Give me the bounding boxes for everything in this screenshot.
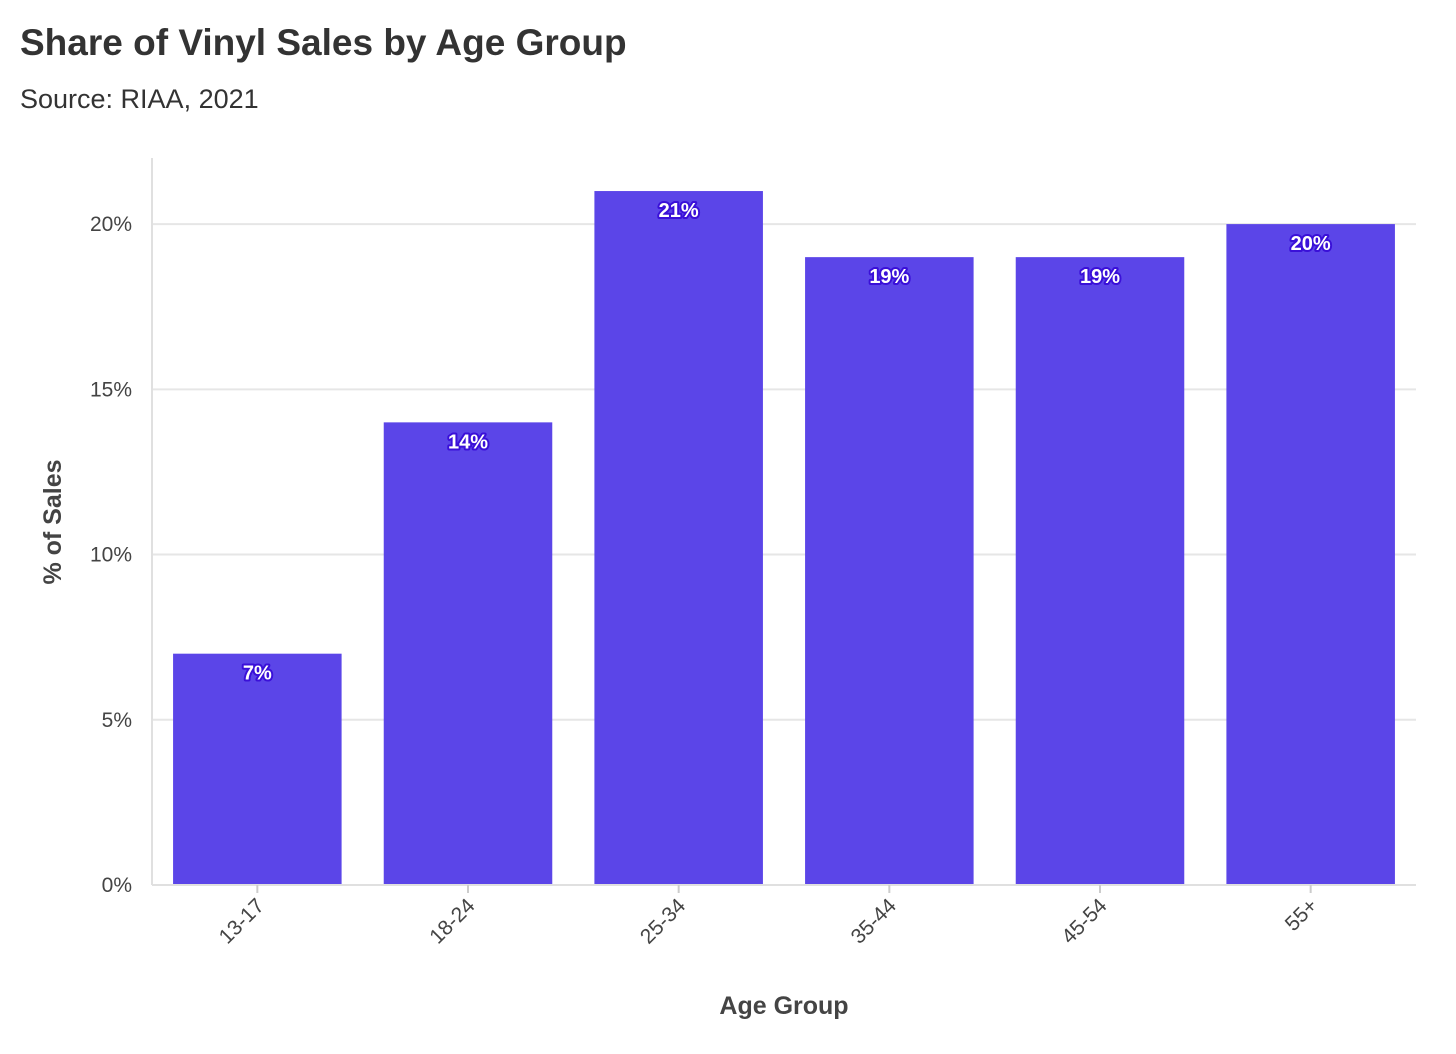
data-labels: 7% 14% 21% 19% 19% 20% <box>241 198 1333 687</box>
data-label: 19% <box>1080 266 1120 288</box>
data-label: 14% <box>448 431 488 453</box>
x-tick-label: 35-44 <box>847 894 901 948</box>
bar <box>383 422 553 885</box>
x-tick-label: 13-17 <box>215 894 269 948</box>
data-label: 20% <box>1291 233 1331 255</box>
y-tick-label: 15% <box>90 378 132 401</box>
bar <box>805 257 974 885</box>
y-tick-label: 20% <box>90 213 132 236</box>
bar <box>594 191 763 885</box>
x-tick-label: 18-24 <box>425 894 479 948</box>
bar <box>173 653 342 885</box>
bar <box>1015 257 1185 885</box>
x-tick-label: 55+ <box>1281 894 1322 935</box>
y-tick-label: 0% <box>102 874 132 897</box>
y-tick-label: 5% <box>102 709 132 732</box>
chart-subtitle: Source: RIAA, 2021 <box>20 84 259 114</box>
data-label: 7% <box>243 663 272 685</box>
x-tick-label: 25-34 <box>636 894 690 948</box>
y-axis-title: % of Sales <box>39 459 67 584</box>
y-tick-label: 10% <box>90 544 132 567</box>
bars <box>173 191 1395 885</box>
bar <box>1226 224 1395 885</box>
data-label: 21% <box>659 200 699 222</box>
x-tick-label: 45-54 <box>1057 894 1111 948</box>
x-axis-title: Age Group <box>719 992 848 1020</box>
data-label: 19% <box>869 266 909 288</box>
chart-title: Share of Vinyl Sales by Age Group <box>20 22 627 63</box>
